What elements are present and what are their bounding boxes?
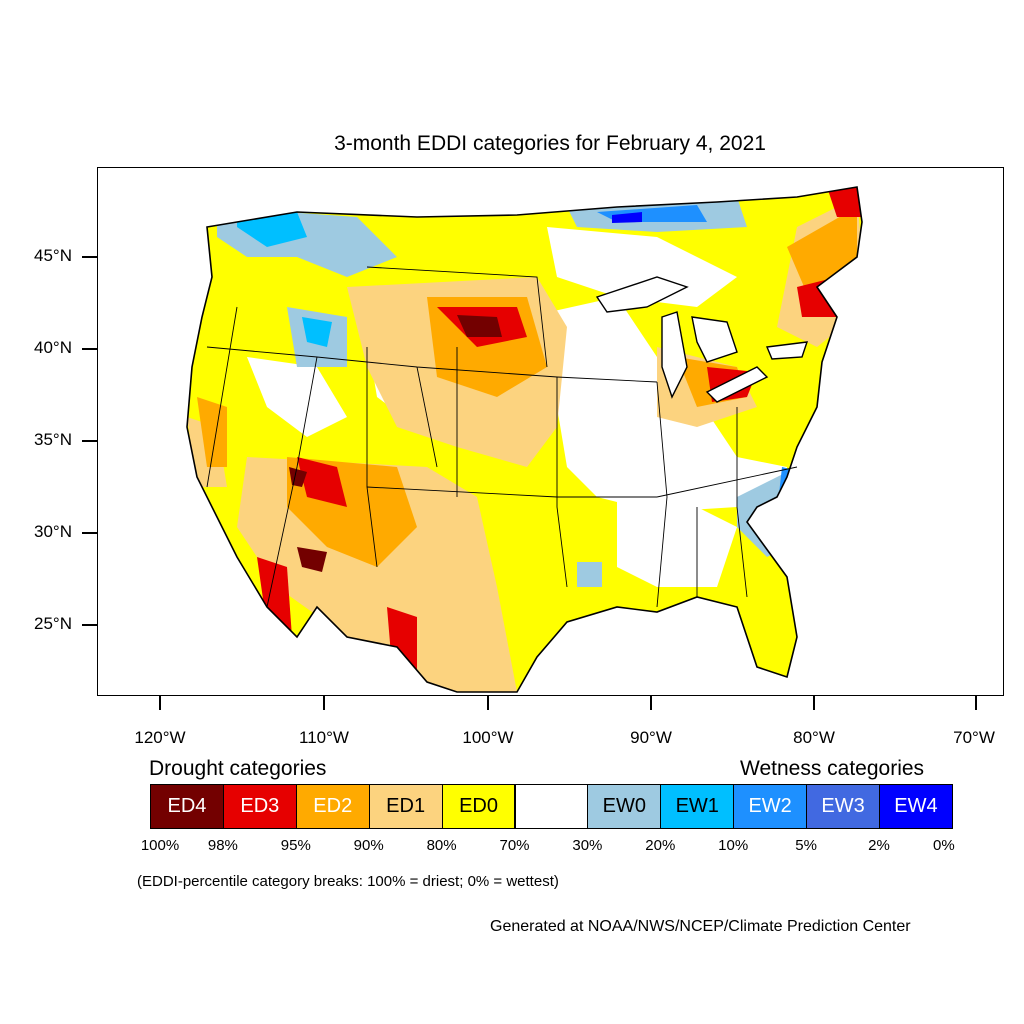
percentile-break-label: 5% [795,837,817,854]
lon-tick [323,696,325,710]
percentile-break-label: 30% [572,837,603,854]
map-title: 3-month EDDI categories for February 4, … [334,132,766,155]
legend-box-ew4: EW4 [879,784,953,829]
percentile-break-label: 80% [426,837,457,854]
eddi-shading [187,187,862,692]
percentile-break-label: 2% [868,837,890,854]
eddi-map [97,167,1004,696]
percentile-break-label: 70% [499,837,530,854]
lat-label-25: 25°N [34,614,72,633]
percentile-break-label: 90% [353,837,384,854]
lon-tick [650,696,652,710]
map-canvas [186,186,863,693]
credit-line: Generated at NOAA/NWS/NCEP/Climate Predi… [490,918,911,935]
legend-box-ed4: ED4 [150,784,224,829]
lon-label-120w: 120°W [134,728,186,747]
lat-tick [82,624,97,626]
great-lakes [595,276,809,403]
lat-tick [82,440,97,442]
percentile-break-label: 98% [207,837,238,854]
lat-label-45: 45°N [34,246,72,265]
percentile-break-label: 10% [718,837,749,854]
lon-label-90w: 90°W [630,728,672,747]
legend-box-ew3: EW3 [806,784,880,829]
wetness-categories-heading: Wetness categories [740,757,925,780]
lat-tick [82,532,97,534]
legend-box-ed2: ED2 [295,784,370,829]
lon-label-70w: 70°W [953,728,995,747]
lon-label-110w: 110°W [299,728,349,747]
lon-tick [975,696,977,710]
category-breaks-note: (EDDI-percentile category breaks: 100% =… [137,873,559,890]
lon-tick [159,696,161,710]
state-boundaries [206,266,798,608]
legend-box-ed3: ED3 [222,784,297,829]
percentile-break-label: 100% [140,837,180,854]
lon-tick [487,696,489,710]
lat-tick [82,348,97,350]
lon-label-100w: 100°W [462,728,514,747]
lon-tick [813,696,815,710]
lat-label-30: 30°N [34,522,72,541]
lon-label-80w: 80°W [793,728,835,747]
legend-box-ed0: ED0 [441,784,516,829]
legend-box-ew1: EW1 [660,784,735,829]
lat-label-35: 35°N [34,430,72,449]
percentile-break-label: 20% [645,837,676,854]
coastline [186,186,863,693]
lat-tick [82,256,97,258]
percentile-break-label: 0% [933,837,955,854]
drought-categories-heading: Drought categories [149,757,327,780]
legend-box-ew0: EW0 [587,784,662,829]
percentile-break-label: 95% [280,837,311,854]
legend-box-ew2: EW2 [733,784,808,829]
lat-label-40: 40°N [34,338,72,357]
legend-box-near-normal [514,784,589,829]
legend-box-ed1: ED1 [368,784,443,829]
